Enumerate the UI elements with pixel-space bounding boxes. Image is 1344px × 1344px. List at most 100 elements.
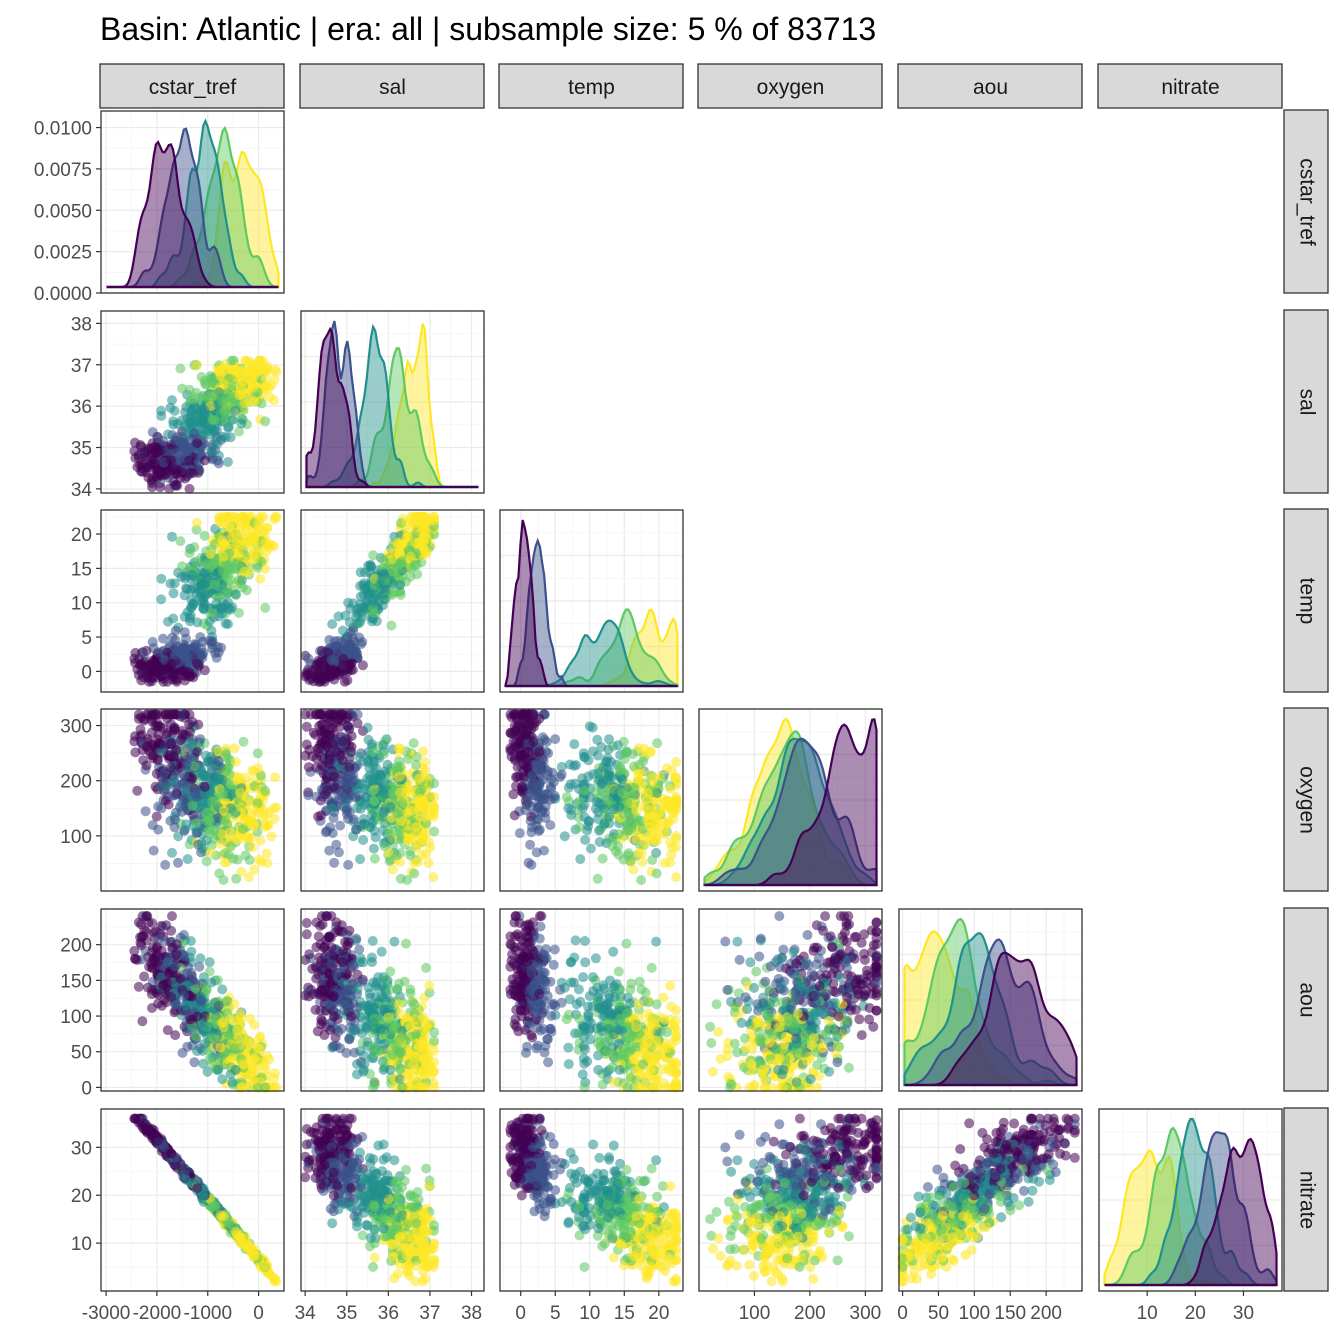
data-point (269, 1073, 279, 1084)
data-point (199, 1038, 210, 1049)
data-point (205, 429, 216, 440)
data-point (170, 961, 180, 972)
data-point (652, 738, 663, 749)
data-point (191, 387, 202, 398)
data-point (169, 405, 180, 416)
data-point (217, 1074, 228, 1085)
data-point (167, 911, 177, 922)
data-point (218, 805, 229, 816)
data-point (226, 575, 236, 586)
data-point (210, 579, 221, 590)
data-point (249, 554, 260, 565)
panel-oxygen-vs-temp (499, 708, 684, 892)
data-point (328, 667, 339, 678)
data-point (423, 858, 434, 868)
data-point (264, 1054, 275, 1065)
data-point (205, 548, 216, 559)
data-point (199, 781, 210, 792)
data-point (409, 868, 420, 879)
data-point (137, 1016, 148, 1027)
data-point (352, 604, 362, 615)
panel-border (100, 310, 285, 494)
data-point (201, 807, 212, 818)
data-point (328, 738, 339, 749)
data-point (147, 1003, 157, 1013)
data-point (342, 712, 353, 723)
data-point (320, 789, 331, 800)
data-point (405, 805, 416, 816)
data-point (218, 551, 229, 562)
data-point (197, 596, 208, 607)
data-point (188, 599, 199, 610)
data-point (385, 829, 396, 840)
data-point (664, 857, 675, 868)
data-point (177, 561, 188, 572)
data-point (505, 727, 516, 738)
data-point (181, 1000, 192, 1011)
data-point (651, 868, 662, 879)
data-point (378, 749, 389, 760)
data-point (204, 966, 215, 977)
data-point (523, 746, 534, 757)
data-point (262, 522, 273, 533)
data-point (192, 658, 203, 669)
data-point (210, 389, 221, 400)
data-point (633, 771, 644, 782)
data-point (261, 363, 272, 374)
data-point (129, 653, 140, 664)
data-point (592, 734, 603, 745)
data-point (253, 763, 264, 774)
data-point (421, 848, 432, 859)
data-point (229, 1043, 240, 1054)
data-point (514, 771, 525, 782)
data-point (393, 743, 404, 754)
data-point (206, 625, 217, 636)
data-point (199, 568, 210, 579)
data-point (352, 718, 363, 729)
panel-border (300, 310, 485, 494)
data-point (271, 802, 282, 813)
data-point (645, 805, 656, 816)
data-point (168, 588, 179, 599)
panel-temp-vs-cstar_tref (100, 509, 285, 693)
data-point (133, 917, 144, 928)
data-point (136, 712, 147, 723)
data-point (563, 803, 574, 814)
data-point (304, 744, 315, 755)
data-point (179, 639, 189, 650)
data-point (248, 1074, 259, 1085)
data-point (162, 676, 173, 687)
data-point (151, 811, 162, 822)
data-point (329, 857, 340, 868)
data-point (514, 738, 525, 749)
data-point (249, 1019, 260, 1030)
data-point (156, 920, 167, 931)
data-point (597, 853, 608, 864)
data-point (170, 435, 180, 446)
data-point (217, 565, 228, 576)
data-point (260, 822, 271, 832)
data-point (659, 827, 670, 838)
data-point (300, 709, 311, 720)
panel-oxygen-vs-cstar_tref (100, 708, 285, 892)
data-point (324, 755, 335, 766)
data-point (171, 939, 182, 950)
data-point (201, 392, 212, 403)
data-point (170, 814, 180, 825)
data-point (175, 363, 186, 374)
data-point (528, 790, 539, 801)
data-point (238, 1059, 248, 1070)
data-point (644, 834, 655, 845)
data-point (152, 957, 163, 967)
data-point (129, 736, 140, 747)
data-point (173, 857, 183, 868)
data-point (218, 379, 229, 389)
data-point (201, 379, 212, 390)
data-point (241, 815, 252, 826)
data-point (270, 772, 280, 783)
data-point (198, 409, 209, 420)
data-point (550, 734, 561, 745)
data-point (236, 802, 246, 813)
density-curve (106, 140, 279, 289)
data-point (191, 556, 202, 567)
